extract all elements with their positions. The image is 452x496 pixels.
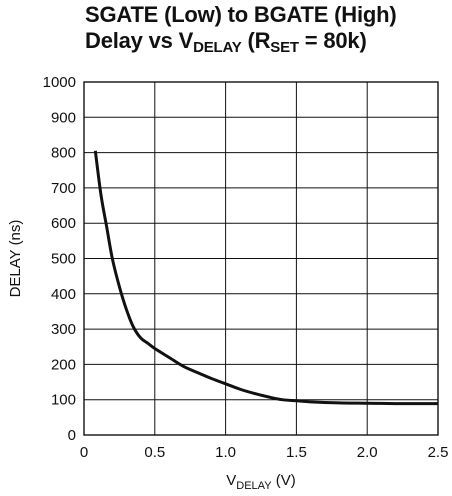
x-tick-label: 1.0 (215, 444, 236, 461)
y-axis-tick-labels: 0 100 200 300 400 500 600 700 800 900 1000 (43, 74, 76, 444)
chart-title-vdelay-subscript: DELAY (193, 39, 242, 56)
x-tick-label: 0 (80, 444, 88, 461)
x-axis-label-prefix: V (226, 472, 236, 489)
chart-title-line-2-mid: (R (241, 28, 271, 53)
y-tick-label: 500 (51, 251, 76, 268)
y-tick-label: 400 (51, 286, 76, 303)
chart-title-rset-subscript: SET (270, 39, 299, 56)
y-tick-label: 1000 (43, 74, 76, 91)
y-tick-label: 700 (51, 180, 76, 197)
chart-title-line-2-prefix: Delay vs V (85, 28, 194, 53)
x-tick-label: 2.0 (357, 444, 378, 461)
x-tick-label: 1.5 (286, 444, 307, 461)
x-axis-label: VDELAY (V) (226, 472, 295, 492)
y-tick-label: 0 (68, 427, 76, 444)
y-tick-label: 800 (51, 145, 76, 162)
y-tick-label: 300 (51, 321, 76, 338)
y-tick-label: 600 (51, 215, 76, 232)
y-axis-label: DELAY (ns) (7, 220, 24, 298)
x-axis-tick-labels: 0 0.5 1.0 1.5 2.0 2.5 (80, 444, 449, 461)
chart-title-line-2: Delay vs VDELAY (RSET = 80k) (85, 28, 445, 56)
x-tick-label: 0.5 (144, 444, 165, 461)
y-tick-label: 100 (51, 392, 76, 409)
y-tick-label: 900 (51, 109, 76, 126)
chart-title: SGATE (Low) to BGATE (High) Delay vs VDE… (85, 2, 445, 56)
chart-title-line-1: SGATE (Low) to BGATE (High) (85, 2, 397, 27)
x-axis-label-subscript: DELAY (236, 480, 272, 492)
delay-curve-line (93, 150, 439, 406)
x-axis-label-suffix: (V) (272, 472, 296, 489)
grid-lines (84, 82, 438, 435)
x-tick-label: 2.5 (428, 444, 449, 461)
chart-title-line-2-suffix: = 80k) (298, 28, 367, 53)
series-group (93, 150, 439, 406)
plot-frame (83, 81, 439, 436)
y-tick-label: 200 (51, 356, 76, 373)
